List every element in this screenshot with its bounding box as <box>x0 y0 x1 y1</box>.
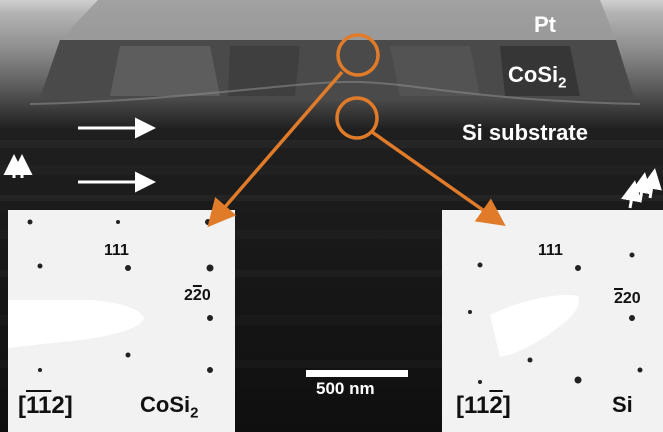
cosi2-grain <box>110 46 220 96</box>
pt-label: Pt <box>534 12 556 37</box>
diffraction-spots <box>468 252 643 384</box>
substrate-fringes <box>0 140 663 368</box>
left-phase-subscript: 2 <box>190 404 199 422</box>
diffraction-spots <box>27 219 214 373</box>
right-spot-220-label: 220 <box>614 290 641 308</box>
cosi2-label-base: CoSi <box>508 62 559 87</box>
left-phase-base: CoSi <box>140 392 191 417</box>
cosi2-grain <box>500 46 580 96</box>
left-spot-220-digit-1: 2 <box>184 287 193 304</box>
arrow-to-right-pattern <box>370 130 506 227</box>
interface-line <box>29 80 641 105</box>
pt-layer <box>60 0 616 40</box>
beam-stop <box>490 294 580 357</box>
left-zone-axis-label: [112] <box>18 392 73 420</box>
right-diffraction-pattern <box>442 210 663 432</box>
left-zone-digit-2: 1 <box>38 392 52 419</box>
cosi2-grain <box>390 46 480 96</box>
right-zone-digit-3: 2 <box>489 392 503 419</box>
left-spot-111-label: 111 <box>104 242 129 259</box>
right-zone-open: [11 <box>456 392 490 419</box>
left-phase-label: CoSi2 <box>140 392 198 421</box>
right-spot-111-label: 111 <box>538 242 563 259</box>
right-spot-220-digit-1: 2 <box>614 290 623 307</box>
scale-bar-label: 500 nm <box>316 379 375 398</box>
cosi2-region-marker <box>336 33 380 77</box>
si-region-marker <box>335 96 379 140</box>
orientation-arrows <box>3 117 662 209</box>
right-zone-close: ] <box>502 392 511 419</box>
cosi2-label-subscript: 2 <box>558 74 567 92</box>
cosi2-label: CoSi2 <box>508 62 566 91</box>
scale-bar <box>306 370 408 377</box>
left-zone-close: ] <box>64 392 73 419</box>
right-phase-label: Si <box>612 392 633 417</box>
beam-stop <box>8 300 144 348</box>
left-zone-digit-1: 1 <box>26 392 39 419</box>
arrow-to-left-pattern <box>207 70 344 228</box>
left-diffraction-pattern <box>8 210 235 432</box>
left-zone-digit-3: 2 <box>51 392 65 419</box>
left-zone-open: [ <box>18 392 26 419</box>
cosi2-grain <box>228 46 300 96</box>
left-spot-220-digit-2: 2 <box>192 287 202 304</box>
right-spot-220-digits-rest: 20 <box>622 290 641 307</box>
left-spot-220-digit-3: 0 <box>201 287 211 304</box>
si-substrate-label: Si substrate <box>462 120 588 145</box>
annotation-markers <box>207 33 506 228</box>
left-spot-220-label: 220 <box>184 287 211 305</box>
right-zone-axis-label: [112] <box>456 392 511 420</box>
